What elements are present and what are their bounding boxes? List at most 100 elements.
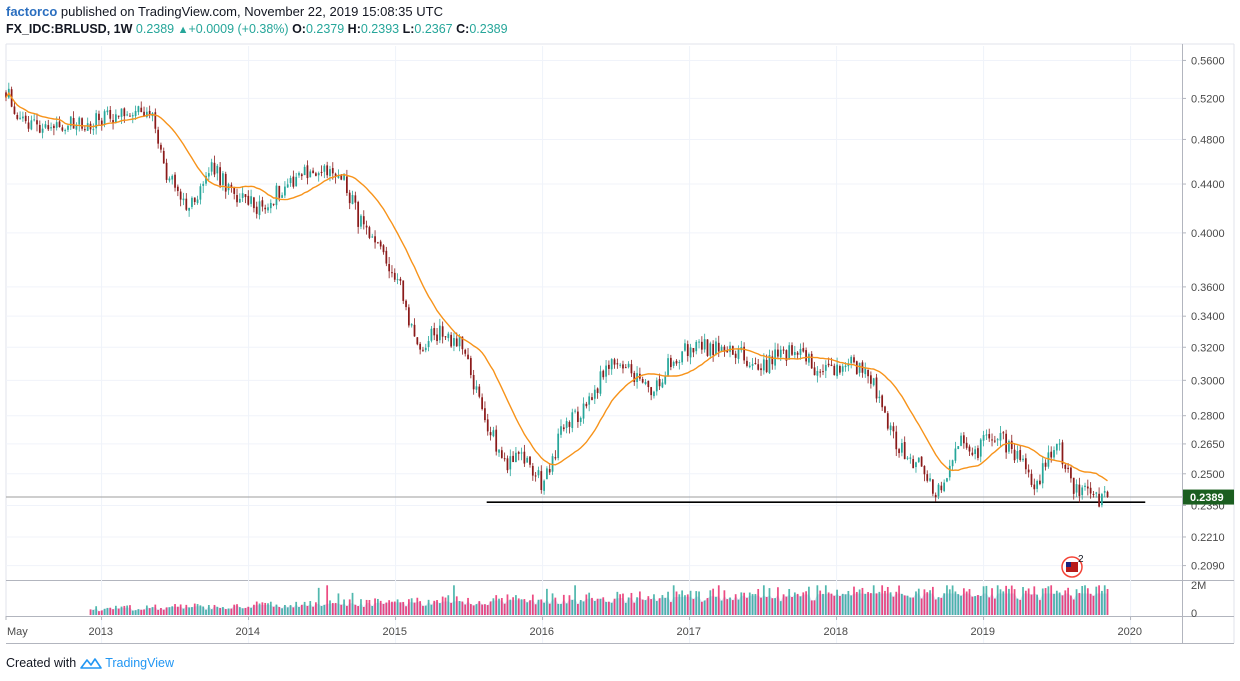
candle <box>272 203 275 207</box>
candle-body <box>689 347 692 358</box>
volume-bar <box>712 588 715 615</box>
candle <box>193 197 196 205</box>
author-link[interactable]: factorco <box>6 4 58 19</box>
candle-body <box>67 125 69 130</box>
legend-close-value: 0.2389 <box>469 22 508 36</box>
candle <box>929 473 931 482</box>
symbol-legend: FX_IDC:BRLUSD, 1W 0.2389 ▲+0.0009 (+0.38… <box>6 21 508 38</box>
candle <box>633 370 636 386</box>
volume-bar <box>1047 586 1050 615</box>
candle-body <box>1086 486 1089 489</box>
candle-body <box>264 207 267 210</box>
candle-body <box>81 118 83 129</box>
candle <box>374 230 376 249</box>
candle-body <box>1098 493 1100 507</box>
candle-body <box>833 365 836 376</box>
flag-badge[interactable]: 2 <box>1061 554 1084 578</box>
candle-body <box>872 378 875 386</box>
time-tick-label: 2015 <box>383 626 407 638</box>
candle <box>236 188 238 207</box>
candle-body <box>329 169 331 176</box>
candle-body <box>788 345 791 360</box>
volume-bar <box>467 597 469 615</box>
candle <box>396 273 399 285</box>
volume-bar <box>901 593 903 615</box>
candle <box>492 426 495 438</box>
candle-body <box>92 129 95 131</box>
candle-body <box>695 341 698 352</box>
candle-body <box>523 451 526 464</box>
volume-bar <box>968 589 971 615</box>
candle-body <box>647 380 650 388</box>
candle <box>678 359 681 370</box>
candle-body <box>143 111 145 116</box>
volume-bar <box>543 602 545 615</box>
volume-bar <box>269 601 272 615</box>
candle <box>143 106 145 117</box>
candle <box>416 336 419 346</box>
candle <box>371 233 374 238</box>
candle <box>810 351 813 369</box>
candle <box>1047 445 1050 469</box>
candle-body <box>354 195 357 203</box>
candle <box>27 116 30 132</box>
candle-body <box>577 411 579 422</box>
candle <box>684 339 686 352</box>
volume-bar <box>509 599 512 615</box>
candle-body <box>920 456 923 467</box>
candle-body <box>571 412 574 429</box>
volume-bar <box>844 594 847 615</box>
candle <box>444 335 447 341</box>
volume-bar <box>196 604 199 615</box>
tradingview-brand-link[interactable]: TradingView <box>105 656 174 670</box>
candle-body <box>433 328 436 336</box>
volume-bar <box>134 610 137 615</box>
candle-body <box>881 395 884 408</box>
symbol-name[interactable]: FX_IDC:BRLUSD, 1W <box>6 22 133 36</box>
candle <box>875 373 878 403</box>
volume-bar <box>498 598 500 615</box>
candle <box>861 360 864 378</box>
volume-bar <box>484 604 486 615</box>
candle-body <box>661 382 664 388</box>
candle-body <box>340 175 343 180</box>
candle-body <box>343 175 345 180</box>
candle <box>808 352 810 366</box>
candle <box>422 346 424 353</box>
volume-bar <box>892 596 895 615</box>
candle-body <box>416 337 419 345</box>
candle <box>58 116 61 128</box>
candle <box>715 337 717 356</box>
candle <box>24 111 27 124</box>
candle-body <box>1078 484 1081 497</box>
candle-body <box>616 363 619 365</box>
candle-body <box>932 479 934 494</box>
candle-body <box>424 347 427 351</box>
candle <box>489 426 492 441</box>
candle-body <box>715 341 717 355</box>
candle <box>799 343 802 360</box>
volume-bar <box>464 604 467 615</box>
candle <box>81 117 83 131</box>
candle-body <box>371 236 374 238</box>
candle <box>870 371 872 389</box>
candle-body <box>171 175 174 180</box>
candle <box>1033 478 1036 496</box>
candle <box>526 455 529 463</box>
candle <box>250 189 252 207</box>
candle-body <box>50 127 52 129</box>
volume-bar <box>965 591 968 615</box>
volume-bar <box>1005 585 1007 615</box>
candle <box>534 471 537 482</box>
candle <box>751 357 754 370</box>
candle <box>109 106 112 122</box>
candle-body <box>472 375 475 390</box>
volume-bar <box>920 598 923 615</box>
volume-bar <box>974 596 977 615</box>
candle-body <box>24 115 27 122</box>
candle <box>126 111 129 117</box>
volume-bar <box>1010 585 1013 615</box>
volume-bar <box>515 595 517 615</box>
candle <box>777 343 779 359</box>
